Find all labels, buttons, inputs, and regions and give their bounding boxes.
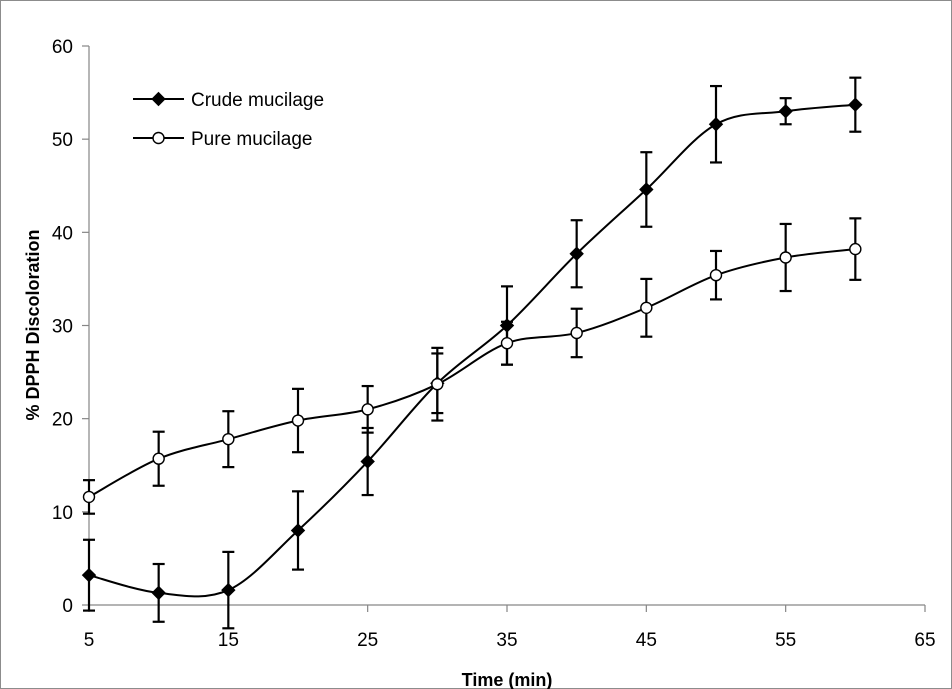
x-axis-title: Time (min) xyxy=(462,670,553,689)
data-point-circle xyxy=(291,414,305,427)
series-layer xyxy=(81,76,863,630)
y-tick-label: 50 xyxy=(52,130,73,151)
x-tick-label: 55 xyxy=(775,630,796,651)
x-tick-label: 45 xyxy=(636,630,657,651)
x-tick-label: 25 xyxy=(357,630,378,651)
data-point-circle xyxy=(152,452,165,465)
data-point-diamond xyxy=(151,585,166,601)
data-point-diamond xyxy=(708,117,724,132)
data-point-circle xyxy=(779,251,792,264)
data-point-diamond xyxy=(569,246,584,261)
data-point-circle xyxy=(709,268,723,282)
data-point-circle xyxy=(570,326,583,340)
y-tick-label: 30 xyxy=(52,317,73,338)
data-point-diamond xyxy=(360,454,375,469)
data-point-diamond xyxy=(848,97,863,112)
data-point-diamond xyxy=(221,582,236,598)
series-crude-mucilage xyxy=(81,76,863,630)
y-axis-title: % DPPH Discoloration xyxy=(23,229,43,420)
data-point-diamond xyxy=(778,104,793,119)
data-point-circle xyxy=(640,301,653,314)
series-line-crude-mucilage xyxy=(88,103,856,598)
data-point-circle xyxy=(500,337,514,350)
legend-label-pure: Pure mucilage xyxy=(191,129,312,150)
legend-label-crude: Crude mucilage xyxy=(191,90,324,111)
series-pure-mucilage xyxy=(82,217,862,515)
data-point-circle xyxy=(431,377,444,391)
y-tick-label: 40 xyxy=(52,223,73,244)
x-tick-label: 5 xyxy=(84,630,95,651)
y-tick-label: 0 xyxy=(62,596,73,617)
legend-diamond-marker-icon xyxy=(151,91,166,107)
legend-circle-marker-icon xyxy=(152,131,165,145)
y-tick-label: 10 xyxy=(52,503,73,524)
data-point-circle xyxy=(82,490,96,504)
y-axis-ticks: 0 10 20 30 40 50 60 xyxy=(52,37,89,617)
x-axis-ticks: 5 15 25 35 45 55 65 xyxy=(84,605,936,651)
data-point-circle xyxy=(222,432,235,446)
data-point-circle xyxy=(361,403,374,416)
x-tick-label: 35 xyxy=(496,630,517,651)
x-tick-label: 15 xyxy=(218,630,239,651)
data-point-circle xyxy=(849,242,862,256)
x-tick-label: 65 xyxy=(914,630,935,651)
y-tick-label: 60 xyxy=(52,37,73,58)
series-line-pure-mucilage xyxy=(88,248,856,498)
data-point-diamond xyxy=(290,523,306,538)
data-point-diamond xyxy=(81,567,97,583)
legend: Crude mucilage Pure mucilage xyxy=(133,90,324,150)
y-tick-label: 20 xyxy=(52,410,73,431)
data-point-diamond xyxy=(639,182,654,197)
